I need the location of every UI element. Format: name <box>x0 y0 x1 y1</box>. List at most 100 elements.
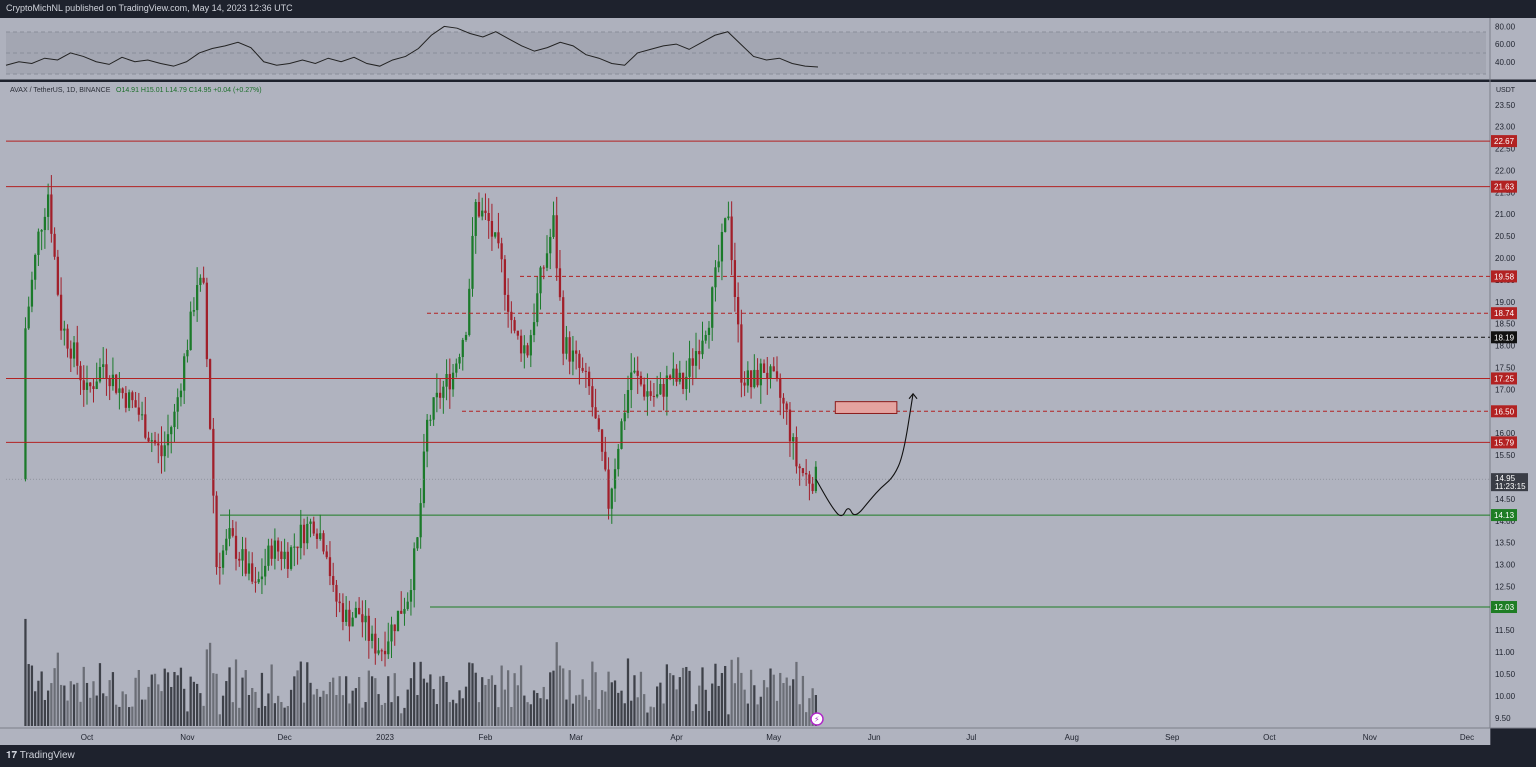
candle-body <box>555 215 558 269</box>
volume-bar <box>571 703 575 726</box>
lightning-icon[interactable] <box>810 712 824 726</box>
candle-body <box>244 549 247 574</box>
candle-body <box>173 411 176 428</box>
volume-bar <box>212 673 215 726</box>
candle-body <box>464 334 468 340</box>
candle-body <box>510 311 513 321</box>
volume-bar <box>691 711 694 726</box>
candle-body <box>72 342 76 359</box>
candle-body <box>196 285 199 311</box>
candle-body <box>597 418 600 430</box>
price-level-tag-label: 17.25 <box>1494 374 1515 383</box>
candle-body <box>315 533 319 539</box>
volume-bar <box>50 683 53 726</box>
volume-bar <box>95 695 98 726</box>
candle-body <box>85 382 89 390</box>
volume-bar <box>115 704 118 726</box>
candle-body <box>571 350 575 362</box>
candle-body <box>231 528 234 536</box>
rsi-tick-label: 80.00 <box>1495 22 1516 31</box>
volume-bar <box>293 676 296 726</box>
price-tick-label: 14.50 <box>1495 495 1516 504</box>
volume-bar <box>510 706 513 726</box>
candle-body <box>656 394 659 397</box>
volume-bar <box>315 688 319 726</box>
volume-bar <box>805 712 808 726</box>
volume-bar <box>251 687 254 726</box>
time-axis-label: Jun <box>868 733 881 742</box>
tradingview-logo[interactable]: 𝟏𝟕 TradingView <box>6 750 75 761</box>
candle-body <box>772 366 775 372</box>
candle-body <box>393 624 396 632</box>
price-tick-label: 16.00 <box>1495 429 1516 438</box>
price-level-tag-label: 22.67 <box>1494 137 1515 146</box>
candle-body <box>150 440 153 442</box>
candle-body <box>325 551 328 558</box>
price-tick-label: 15.50 <box>1495 451 1516 460</box>
volume-bar <box>613 680 617 726</box>
volume-bar <box>555 642 558 726</box>
volume-bar <box>221 695 225 726</box>
volume-bar <box>218 714 221 726</box>
volume-bar <box>280 702 283 726</box>
volume-bar <box>37 680 40 726</box>
volume-bar <box>743 689 746 726</box>
price-tick-label: 12.50 <box>1495 582 1516 591</box>
candle-body <box>438 392 442 398</box>
candle-body <box>380 650 383 652</box>
symbol-legend: AVAX / TetherUS, 1D, BINANCE <box>10 87 111 94</box>
candle-body <box>186 349 189 357</box>
volume-bar <box>795 661 798 726</box>
candle-body <box>215 495 218 568</box>
volume-bar <box>497 707 500 726</box>
candle-body <box>435 392 438 398</box>
volume-bar <box>448 702 451 726</box>
price-level-tag-label: 15.79 <box>1494 438 1515 447</box>
candle-body <box>183 356 186 391</box>
candle-body <box>545 253 549 268</box>
candle-body <box>639 375 643 385</box>
volume-bar <box>396 696 400 726</box>
volume-bar <box>539 698 542 726</box>
candle-body <box>685 376 688 390</box>
candle-body <box>280 551 283 560</box>
volume-bar <box>24 618 27 726</box>
candle-body <box>617 448 620 470</box>
candle-body <box>808 474 811 484</box>
candle-body <box>306 523 309 544</box>
candle-body <box>189 311 192 350</box>
volume-bar <box>102 693 105 726</box>
volume-bar <box>30 665 34 726</box>
price-tick-label: 23.50 <box>1495 101 1516 110</box>
target-zone <box>834 401 898 414</box>
candle-body <box>267 545 270 566</box>
candle-body <box>212 428 215 496</box>
volume-bar <box>736 657 740 726</box>
candle-body <box>542 267 545 269</box>
volume-bar <box>656 686 659 726</box>
candle-body <box>756 369 759 386</box>
candle-body <box>558 268 562 298</box>
candle-body <box>238 558 241 561</box>
volume-bar <box>584 696 588 726</box>
volume-bar <box>519 665 523 726</box>
volume-bar <box>189 676 192 726</box>
volume-bar <box>267 693 270 726</box>
candle-body <box>30 279 34 307</box>
footer: 𝟏𝟕 TradingView <box>0 745 1536 767</box>
volume-bar <box>798 704 801 726</box>
volume-bar <box>435 704 438 726</box>
last-price: 14.95 <box>1495 474 1516 483</box>
price-level-tag <box>1491 372 1517 385</box>
volume-bar <box>746 703 749 726</box>
volume-bar <box>137 669 140 726</box>
volume-bar <box>196 683 199 726</box>
price-level-tag <box>1491 436 1517 449</box>
volume-bar <box>733 683 737 726</box>
candle-body <box>328 557 332 577</box>
price-tick-label: 20.00 <box>1495 254 1516 263</box>
price-level-tag-label: 16.50 <box>1494 407 1515 416</box>
volume-bar <box>552 670 555 726</box>
candle-body <box>575 350 578 354</box>
